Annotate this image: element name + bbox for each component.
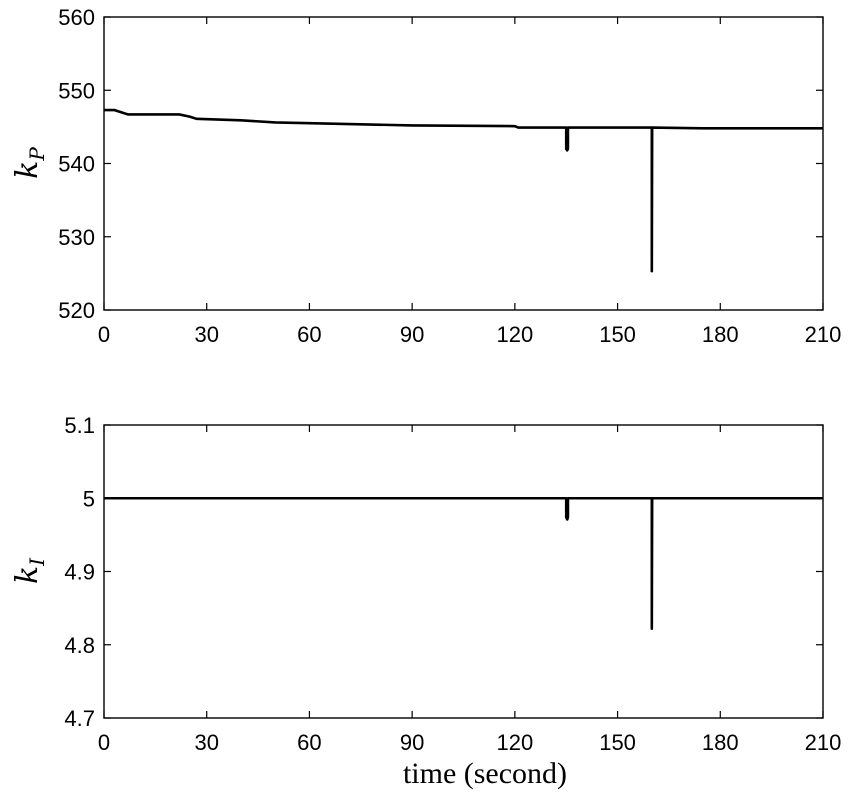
kp-y-ticks: 520 530 540 550 560 (58, 5, 823, 323)
ki-y-tick-label: 5.1 (64, 413, 95, 438)
kp-y-tick-label: 550 (58, 78, 95, 103)
ki-axes-frame (103, 424, 824, 719)
kp-x-tick-label: 150 (599, 322, 636, 347)
kp-x-tick-label: 30 (194, 322, 218, 347)
kp-y-axis-label: kP (10, 147, 49, 179)
ki-x-tick-label: 210 (805, 730, 842, 755)
kp-x-ticks: 0 30 60 90 120 150 180 210 (98, 17, 841, 347)
ki-y-axis-label-subscript: I (25, 557, 49, 567)
kp-panel: 520 530 540 550 560 0 30 60 90 120 150 180 210 kP (10, 5, 841, 347)
ki-series (104, 496, 823, 630)
kp-x-tick-label: 60 (297, 322, 321, 347)
kp-x-tick-label: 0 (98, 322, 110, 347)
kp-y-tick-label: 530 (58, 225, 95, 250)
ki-y-tick-label: 5 (83, 486, 95, 511)
kp-x-tick-label: 180 (702, 322, 739, 347)
ki-panel: 4.7 4.8 4.9 5 5.1 0 30 60 90 120 150 180 210 kI tim… (10, 413, 841, 790)
ki-x-tick-label: 150 (599, 730, 636, 755)
kp-y-axis-label-subscript: P (25, 147, 49, 162)
kp-y-tick-label: 540 (58, 152, 95, 177)
ki-x-tick-label: 180 (702, 730, 739, 755)
ki-y-axis-label: kI (10, 557, 49, 584)
ki-x-tick-label: 60 (297, 730, 321, 755)
ki-x-tick-label: 120 (496, 730, 533, 755)
kp-y-tick-label: 520 (58, 298, 95, 323)
ki-x-tick-label: 0 (98, 730, 110, 755)
ki-y-tick-label: 4.9 (64, 560, 95, 585)
x-axis-label: time (second) (403, 757, 567, 790)
kp-series-line (104, 108, 823, 273)
ki-series-line (104, 496, 823, 630)
kp-x-tick-label: 210 (805, 322, 842, 347)
kp-series (104, 108, 823, 273)
kp-y-tick-label: 560 (58, 5, 95, 30)
ki-x-tick-label: 30 (194, 730, 218, 755)
ki-y-tick-label: 4.8 (64, 633, 95, 658)
ki-x-tick-label: 90 (400, 730, 424, 755)
ki-y-tick-label: 4.7 (64, 706, 95, 731)
kp-axes-frame (103, 16, 824, 311)
ki-y-ticks: 4.7 4.8 4.9 5 5.1 (64, 413, 823, 731)
kp-x-tick-label: 120 (496, 322, 533, 347)
ki-x-ticks: 0 30 60 90 120 150 180 210 (98, 425, 841, 755)
kp-x-tick-label: 90 (400, 322, 424, 347)
